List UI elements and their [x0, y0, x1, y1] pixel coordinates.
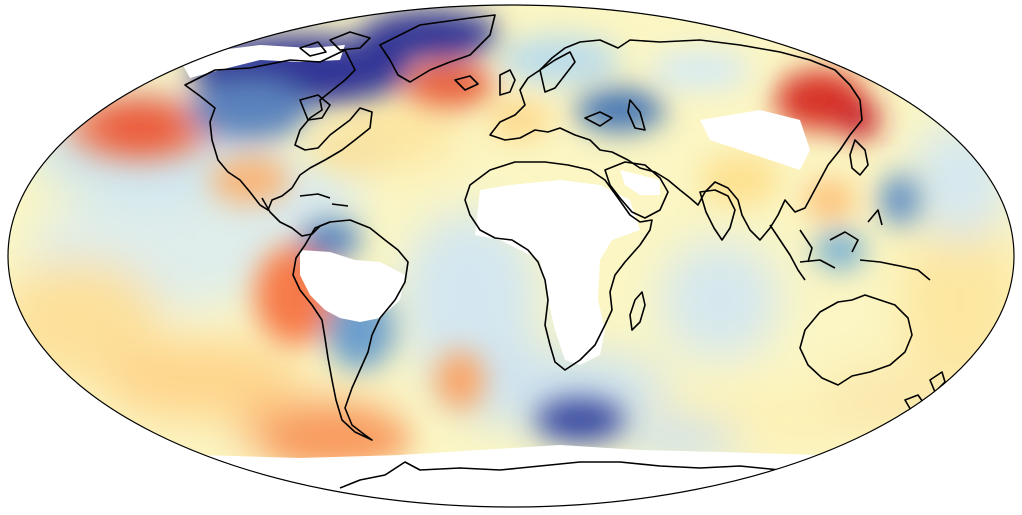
coastline-iceland — [454, 75, 479, 91]
coastline-europe — [489, 39, 863, 241]
coastline-japan — [849, 139, 869, 176]
coastline-black-sea — [584, 99, 646, 131]
coastline-hudson-bay — [299, 94, 331, 121]
coastline-india — [699, 189, 736, 241]
coastline-africa — [464, 161, 653, 371]
coastline-arctic-islands — [299, 31, 371, 57]
coastline-australia — [799, 294, 913, 386]
coastline-greenland — [379, 14, 496, 83]
coastline-caribbean — [299, 193, 349, 207]
coastline-arabia — [604, 161, 669, 219]
coastline-southeast-asia — [769, 224, 813, 281]
coastlines — [184, 14, 946, 491]
coastline-south-america — [292, 219, 409, 441]
coastline-north-america — [184, 49, 373, 211]
globe-outline — [7, 4, 1015, 508]
coastline-scandinavia — [499, 51, 576, 96]
coastline-madagascar — [629, 291, 646, 331]
coastline-indonesia — [799, 209, 931, 281]
